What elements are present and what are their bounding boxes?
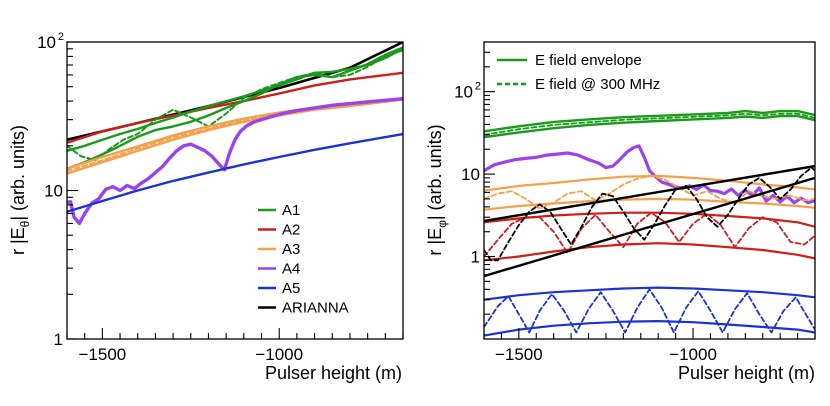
left-y-tick-exponent-2: 2 — [58, 31, 64, 43]
left-y-tick-label-1: 10 — [44, 182, 63, 201]
legend-label-1: A2 — [282, 222, 300, 239]
legend-label-0: A1 — [282, 202, 300, 219]
right-series-line-14 — [484, 176, 815, 278]
right-series-line-3 — [484, 144, 815, 205]
left-series-line-3 — [67, 46, 403, 171]
right-series-line-12 — [484, 288, 815, 334]
right-series-line-6 — [484, 174, 815, 210]
right-series-line-10 — [484, 286, 815, 301]
right-legend-label-1: E field @ 300 MHz — [535, 76, 660, 93]
right-y-tick-label-2: 10 — [454, 83, 473, 102]
legend-label-4: A5 — [282, 280, 300, 297]
left-series-line-7 — [67, 98, 403, 173]
left-y-tick-label-0: 1 — [54, 330, 63, 349]
legend-label-3: A4 — [282, 261, 300, 278]
right-y-tick-exponent-2: 2 — [475, 81, 481, 93]
right-y-axis-label: r |Eφ| (arb. units) — [425, 124, 449, 255]
right-y-tick-label-1: 10 — [461, 165, 480, 184]
right-y-tick-label-0: 1 — [471, 248, 480, 267]
right-series-line-15 — [484, 166, 815, 262]
right-series-line-5 — [484, 197, 815, 211]
right-legend-label-0: E field envelope — [535, 52, 642, 69]
right-legend: E field envelope E field @ 300 MHz — [497, 52, 660, 93]
legend-label-2: A3 — [282, 241, 300, 258]
left-series-line-8 — [67, 96, 403, 226]
right-series-line-9 — [484, 211, 815, 258]
left-x-tick-label-0: −1500 — [78, 345, 126, 364]
right-series-line-13 — [484, 164, 815, 223]
right-series-line-7 — [484, 211, 815, 228]
legend-label-5: ARIANNA — [282, 300, 349, 317]
right-series-line-4 — [484, 174, 815, 192]
right-series-line-2 — [484, 112, 815, 136]
right-series-line-0 — [484, 109, 815, 133]
right-x-tick-label-1: −1000 — [669, 345, 717, 364]
left-y-tick-label-2: 10 — [37, 33, 56, 52]
left-y-axis-label: r |Eθ| (arb. units) — [8, 125, 32, 255]
right-series-line-1 — [484, 114, 815, 139]
right-x-axis-label: Pulser height (m) — [678, 363, 815, 383]
left-series-line-9 — [67, 132, 403, 213]
left-series-line-2 — [67, 47, 403, 153]
left-series-line-1 — [67, 71, 403, 144]
left-x-axis-label: Pulser height (m) — [265, 363, 402, 383]
right-x-tick-label-0: −1500 — [495, 345, 543, 364]
right-plot-frame — [483, 41, 816, 340]
left-legend: A1 A2 A3 A4 A5 ARIANNA — [258, 202, 349, 317]
right-series-line-8 — [484, 242, 815, 262]
left-x-tick-label-1: −1000 — [255, 345, 303, 364]
left-series-line-4 — [67, 49, 403, 162]
